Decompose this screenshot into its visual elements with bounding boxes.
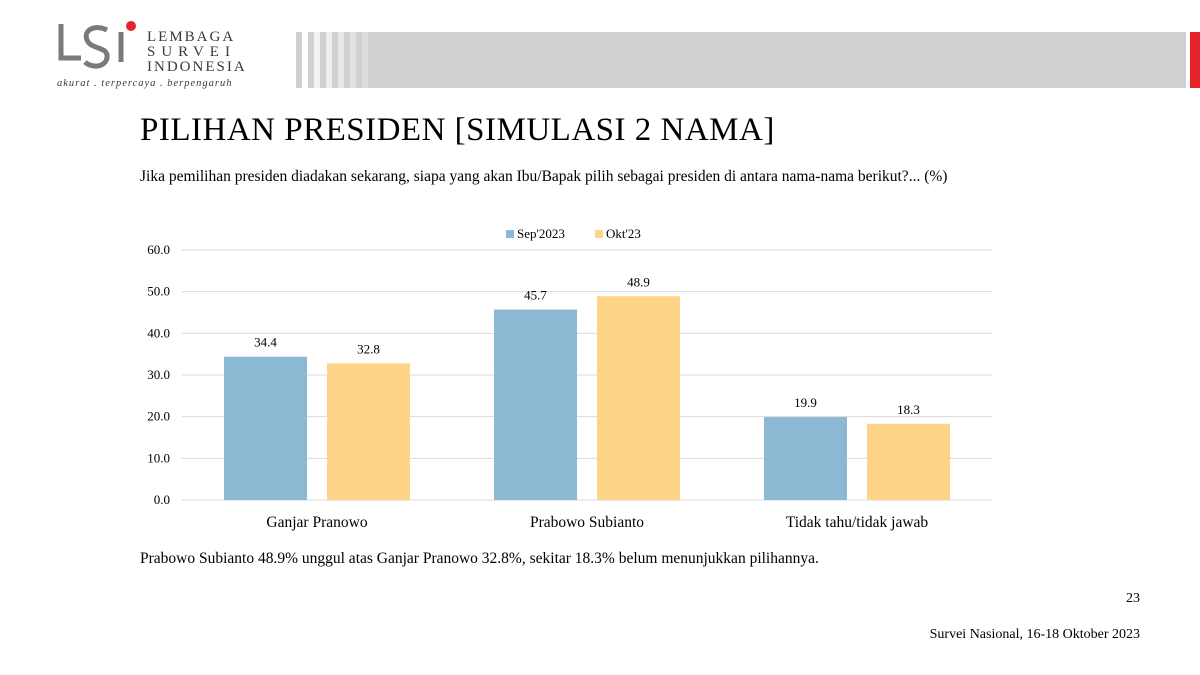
bar [597,296,680,500]
x-tick-label: Ganjar Pranowo [266,514,367,531]
y-tick-label: 60.0 [147,242,170,257]
data-label: 19.9 [794,395,817,410]
header-accent-bar [1190,32,1200,88]
data-label: 34.4 [254,335,277,350]
y-tick-label: 40.0 [147,325,170,340]
bar [764,417,847,500]
logo: LEMBAGA SURVEI INDONESIA akurat . terper… [55,18,265,93]
y-tick-label: 50.0 [147,284,170,299]
data-label: 45.7 [524,288,547,303]
logo-wordmark: LEMBAGA SURVEI INDONESIA [147,30,247,75]
legend-label: Sep'2023 [517,226,565,241]
y-tick-label: 10.0 [147,450,170,465]
logo-tagline: akurat . terpercaya . berpengaruh [57,78,233,89]
bar [494,309,577,500]
bar [867,423,950,500]
header-stripes [290,32,368,88]
legend-label: Okt'23 [606,226,641,241]
bar-chart: 0.0 10.0 20.0 30.0 40.0 50.0 60.0 34.4 32.8 Ganja… [147,226,992,531]
bar [224,356,307,500]
logo-line-3: INDONESIA [147,59,247,75]
x-tick-label: Prabowo Subianto [530,514,644,531]
y-tick-label: 0.0 [154,492,170,507]
survey-footer: Survei Nasional, 16-18 Oktober 2023 [929,627,1140,642]
y-tick-label: 30.0 [147,367,170,382]
summary-text: Prabowo Subianto 48.9% unggul atas Ganja… [140,550,819,567]
bar [327,363,410,500]
logo-line-1: LEMBAGA [147,29,236,45]
slide-title: PILIHAN PRESIDEN [SIMULASI 2 NAMA] [140,112,775,148]
legend-swatch [595,230,603,238]
lsi-logo-mark [58,21,136,69]
logo-line-2: SURVEI [147,44,236,60]
header-bar [290,32,1186,88]
data-label: 48.9 [627,274,650,289]
x-tick-label: Tidak tahu/tidak jawab [786,514,929,531]
survey-question: Jika pemilihan presiden diadakan sekaran… [140,168,948,185]
y-tick-label: 20.0 [147,409,170,424]
page-number: 23 [1126,591,1140,606]
data-label: 32.8 [357,341,380,356]
data-label: 18.3 [897,402,920,417]
legend-swatch [506,230,514,238]
